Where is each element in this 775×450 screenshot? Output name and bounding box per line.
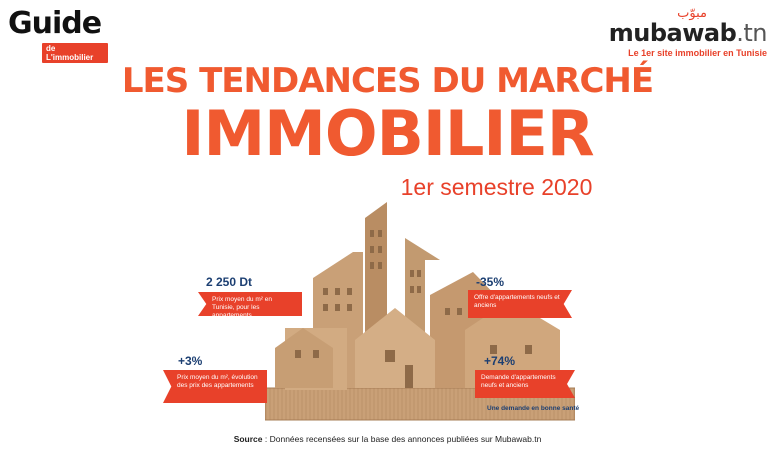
center-house xyxy=(355,308,435,388)
mubawab-logo: مبوّب mubawab.tn Le 1er site immobilier … xyxy=(592,6,768,58)
mubawab-tld: .tn xyxy=(736,19,767,47)
stat-evolution-ribbon: Prix moyen du m², évolution des prix des… xyxy=(163,370,267,403)
mubawab-brand-text: mubawab xyxy=(608,19,737,47)
windows xyxy=(295,230,532,388)
guide-logo-word: Guide xyxy=(8,6,102,41)
mubawab-wordmark: mubawab.tn xyxy=(608,19,768,47)
stat-evolution-value: +3% xyxy=(178,354,203,368)
stat-offer-label: Offre d'appartements neufs et anciens xyxy=(474,294,560,310)
small-left-house xyxy=(275,328,333,388)
stat-offer-value: -35% xyxy=(476,275,505,289)
stat-demand-value: +74% xyxy=(484,354,516,368)
title-line-1: LES TENDANCES DU MARCHÉ xyxy=(121,61,654,101)
source-footnote: Source : Données recensées sur la base d… xyxy=(0,434,775,444)
guide-logo-subtitle: de L'immobilier xyxy=(42,43,108,63)
right-house xyxy=(465,300,560,388)
stat-price-m2-label: Prix moyen du m² en Tunisie, pour les ap… xyxy=(212,296,272,320)
subtitle-period: 1er semestre 2020 xyxy=(400,174,593,200)
mubawab-arabic-wordmark: مبوّب xyxy=(677,6,707,21)
source-label: Source xyxy=(233,434,263,444)
stat-demand-note: Une demande en bonne santé xyxy=(487,405,580,412)
stat-offer-ribbon: Offre d'appartements neufs et anciens xyxy=(468,290,572,318)
stat-demand-ribbon: Demande d'appartements neufs et anciens xyxy=(475,370,575,398)
mubawab-tagline: Le 1er site immobilier en Tunisie xyxy=(628,48,767,58)
guide-immobilier-logo: Guide de L'immobilier xyxy=(8,6,108,63)
stat-price-m2-ribbon: Prix moyen du m² en Tunisie, pour les ap… xyxy=(198,292,302,316)
stat-price-m2-value: 2 250 Dt xyxy=(206,275,253,289)
title-line-2: IMMOBILIER xyxy=(181,97,594,170)
stat-evolution-label: Prix moyen du m², évolution des prix des… xyxy=(177,374,258,390)
source-text: : Données recensées sur la base des anno… xyxy=(262,434,542,444)
stat-demand-label: Demande d'appartements neufs et anciens xyxy=(481,374,556,390)
